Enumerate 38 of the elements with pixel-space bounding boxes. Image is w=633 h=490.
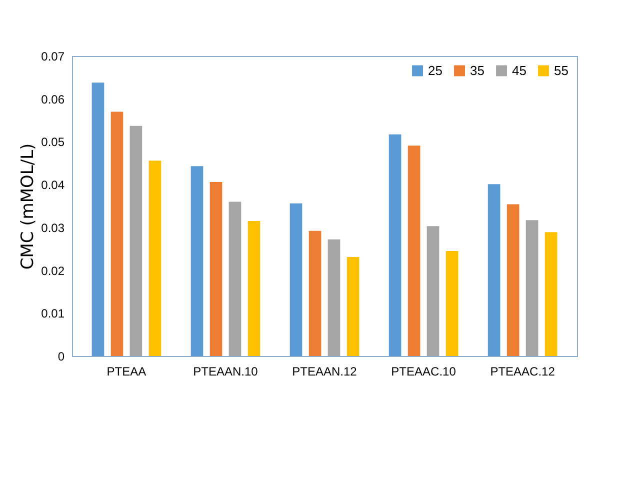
bar [346,257,360,356]
bar [190,166,204,356]
x-tick-label: PTEAA [106,364,146,378]
x-tick-label: PTEAAC.12 [490,364,556,378]
bar [328,239,340,356]
bar [488,184,500,356]
bar [526,220,538,356]
bar [308,230,322,356]
bar [506,204,520,356]
legend-label: 25 [428,62,442,78]
bar [408,146,420,356]
y-axis-title: CMC (mMOL/L) [18,143,38,270]
y-tick-label: 0.06 [41,92,65,106]
y-tick-label: 0.03 [41,220,65,235]
legend-label: 55 [554,62,568,78]
y-tick-label: 0.01 [41,306,65,321]
x-tick-label: PTEAAN.10 [193,364,258,378]
bar [388,134,402,356]
bar [110,112,124,356]
bar [290,203,302,356]
bar [248,221,260,356]
y-tick-label: 0.02 [41,264,65,278]
bar [92,82,104,356]
x-tick-label: PTEAAN.12 [292,364,358,378]
bar [544,232,558,356]
bar [446,251,458,356]
bar [148,160,162,356]
x-tick-label: PTEAAC.10 [391,364,456,378]
legend-label: 35 [470,62,484,78]
bar [228,202,242,356]
y-tick-label: 0.05 [41,135,65,150]
bar [130,126,142,356]
legend-label: 45 [512,62,526,78]
bar [426,226,440,356]
bar [210,182,222,356]
y-tick-label: 0 [58,350,65,364]
y-tick-label: 0.07 [41,50,65,64]
y-tick-label: 0.04 [41,178,65,192]
